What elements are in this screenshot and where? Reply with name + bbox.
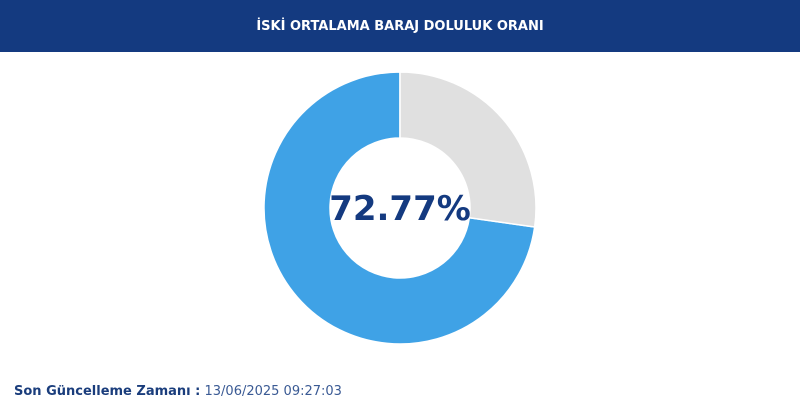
last-update: Son Güncelleme Zamanı : 13/06/2025 09:27… [14, 384, 342, 399]
center-label: 72.77% [329, 189, 471, 229]
last-update-label: Son Güncelleme Zamanı : [14, 384, 201, 399]
slice-empty [399, 71, 537, 228]
last-update-value: 13/06/2025 09:27:03 [204, 384, 342, 399]
donut-chart: 72.77% [263, 71, 537, 345]
slice-filled [263, 71, 536, 345]
chart-title: İSKİ ORTALAMA BARAJ DOLULUK ORANI [0, 0, 800, 52]
